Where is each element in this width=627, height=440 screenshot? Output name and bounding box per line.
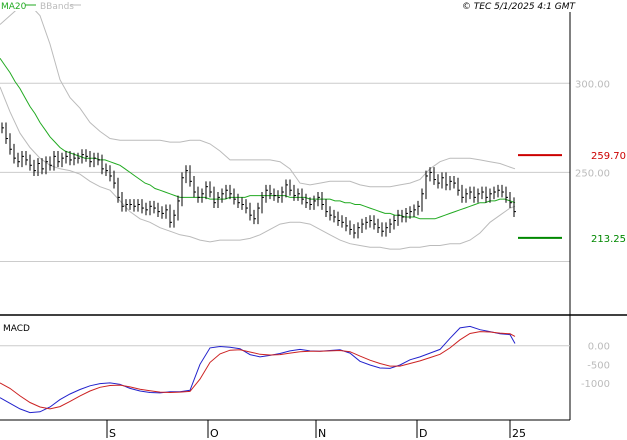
reference-lines: 259.70 213.25 — [518, 151, 626, 245]
y-tick-label-macd-1: -500 — [587, 360, 610, 371]
x-tick-label-3: D — [419, 427, 427, 440]
price-bars — [1, 122, 516, 239]
price-legend: MA20 BBands © TEC 5/1/2025 4:1 GMT — [0, 1, 627, 12]
legend-ma20: MA20 — [1, 2, 27, 12]
y-tick-label-macd-2: -1000 — [581, 379, 610, 390]
y-tick-label-price-0: 300.00 — [575, 79, 610, 90]
macd-panel: MACD 0.00 -500 -1000 — [0, 324, 610, 414]
legend-bbands: BBands — [40, 2, 74, 12]
series-price-upper-band — [0, 4, 516, 188]
y-tick-label-price-1: 250.00 — [575, 168, 610, 179]
series-macd-macd — [0, 325, 516, 414]
macd-y-axis: 0.00 -500 -1000 — [581, 342, 610, 390]
price-gridlines — [0, 82, 570, 263]
x-tick-label-0: S — [109, 427, 116, 440]
series-price-ma20 — [0, 58, 516, 220]
reference-label-0: 259.70 — [591, 151, 626, 162]
copyright-text: © TEC 5/1/2025 4:1 GMT — [462, 2, 577, 12]
reference-label-1: 213.25 — [591, 234, 626, 245]
macd-title: MACD — [3, 324, 30, 334]
x-tick-label-1: O — [210, 427, 219, 440]
price-panel: 259.70 213.25 300.00 250.00 MA20 BBands © … — [0, 1, 627, 263]
series-macd-signal — [0, 331, 516, 410]
price-series-group — [0, 4, 516, 250]
x-axis: S O N D 25 — [106, 420, 526, 440]
y-tick-label-macd-0: 0.00 — [588, 342, 610, 353]
x-tick-label-4: 25 — [512, 427, 526, 440]
series-price-lower-band — [0, 86, 516, 250]
price-y-axis: 300.00 250.00 — [575, 79, 610, 179]
legend-background — [0, 1, 627, 11]
x-tick-label-2: N — [318, 427, 326, 440]
macd-series-group — [0, 325, 516, 414]
